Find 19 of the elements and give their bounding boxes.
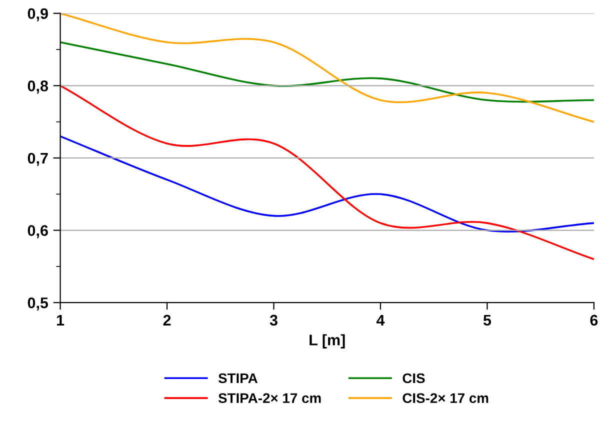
y-tick-label: 0,8: [28, 80, 48, 94]
x-tick-label: 5: [483, 314, 492, 326]
y-tick-label: 0,5: [28, 297, 48, 310]
line-series: [60, 84, 594, 260]
y-tick-label: 0,7: [28, 152, 48, 166]
y-tick-label: 0,6: [28, 225, 48, 238]
line-series: [60, 135, 594, 232]
line-series: [60, 13, 594, 123]
x-tick-label: 4: [376, 314, 385, 326]
legend-label: CIS-2× 17 cm: [402, 393, 488, 404]
y-tick-label: 0,9: [28, 8, 48, 22]
legend-label: STIPA: [218, 373, 258, 384]
legend-label: CIS: [402, 373, 425, 384]
x-tick-label: 6: [590, 314, 598, 326]
x-axis-title: L [m]: [310, 334, 345, 348]
legend-label: STIPA-2× 17 cm: [218, 393, 321, 404]
x-tick-label: 1: [57, 314, 64, 326]
x-tick-label: 2: [163, 314, 171, 326]
x-tick-label: 3: [270, 314, 278, 326]
